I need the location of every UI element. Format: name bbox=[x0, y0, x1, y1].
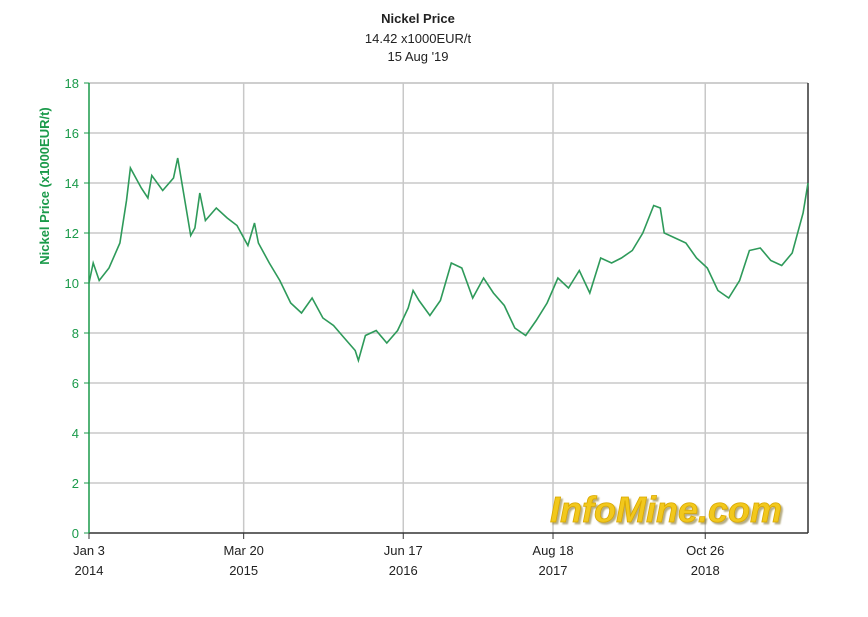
x-tick-year-label: 2015 bbox=[229, 563, 258, 578]
y-axis-label: Nickel Price (x1000EUR/t) bbox=[37, 107, 52, 265]
chart-subtitle-value: 14.42 x1000EUR/t bbox=[365, 31, 472, 46]
y-tick-label: 18 bbox=[65, 76, 79, 91]
chart-subtitle-date: 15 Aug '19 bbox=[387, 49, 448, 64]
y-tick-label: 8 bbox=[72, 326, 79, 341]
y-tick-label: 4 bbox=[72, 426, 79, 441]
y-tick-label: 10 bbox=[65, 276, 79, 291]
tick-labels: 0 2 4 6 8 10 12 14 16 18 Jan 3 2014 Mar 20 2015 Jun 17… bbox=[65, 76, 725, 578]
y-tick-label: 2 bbox=[72, 476, 79, 491]
axes bbox=[84, 82, 809, 539]
x-tick-year-label: 2016 bbox=[389, 563, 418, 578]
y-tick-label: 16 bbox=[65, 126, 79, 141]
series-line bbox=[88, 157, 809, 364]
y-tick-label: 6 bbox=[72, 376, 79, 391]
x-tick-label: Jan 3 bbox=[73, 543, 105, 558]
x-tick-year-label: 2017 bbox=[539, 563, 568, 578]
x-tick-year-label: 2014 bbox=[75, 563, 104, 578]
x-tick-label: Jun 17 bbox=[384, 543, 423, 558]
y-tick-label: 14 bbox=[65, 176, 79, 191]
x-tick-year-label: 2018 bbox=[691, 563, 720, 578]
x-tick-label: Aug 18 bbox=[532, 543, 573, 558]
y-tick-label: 12 bbox=[65, 226, 79, 241]
grid bbox=[89, 82, 808, 533]
infomine-logo: InfoMine.com bbox=[550, 489, 782, 530]
x-tick-label: Oct 26 bbox=[686, 543, 724, 558]
chart-title: Nickel Price bbox=[381, 11, 455, 26]
x-tick-label: Mar 20 bbox=[223, 543, 263, 558]
y-tick-label: 0 bbox=[72, 526, 79, 541]
